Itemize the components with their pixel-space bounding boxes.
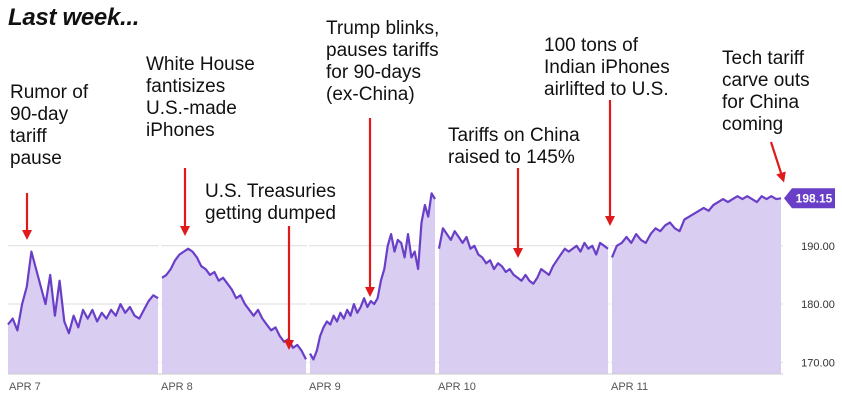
price-line-segment-1 — [7, 250, 159, 335]
annotation-whitehouse: White House fantisizes U.S.-made iPhones — [146, 54, 255, 141]
last-value-label: 198.15 — [796, 191, 833, 205]
annotation-trump: Trump blinks, pauses tariffs for 90-days… — [326, 18, 440, 105]
annotation-china145: Tariffs on China raised to 145% — [448, 125, 580, 168]
chart-title: Last week... — [8, 4, 140, 31]
area-segment-5 — [612, 196, 781, 374]
annotation-iphones: 100 tons of Indian iPhones airlifted to … — [544, 35, 670, 100]
y-tick-label: 190.00 — [801, 241, 835, 253]
chart-area — [8, 193, 781, 374]
arrow-head-5 — [513, 248, 523, 258]
area-segment-3 — [310, 193, 435, 374]
arrow-shaft-7 — [769, 141, 783, 174]
area-segment-4 — [439, 228, 608, 374]
y-tick-label: 180.00 — [801, 299, 835, 311]
area-segment-2 — [162, 248, 306, 374]
annotation-carveouts: Tech tariff carve outs for China coming — [722, 48, 810, 135]
x-tick-label: APR 7 — [9, 381, 41, 393]
price-line-segment-4 — [437, 227, 609, 285]
annotation-treasuries: U.S. Treasuries getting dumped — [205, 181, 336, 224]
chart-line — [7, 192, 782, 361]
arrow-head-7 — [776, 171, 786, 183]
price-line-segment-2 — [161, 247, 307, 360]
annotation-rumor: Rumor of 90-day tariff pause — [10, 82, 89, 169]
x-tick-label: APR 10 — [438, 381, 476, 393]
x-tick-label: APR 8 — [161, 381, 193, 393]
price-line-segment-3 — [309, 192, 436, 361]
y-tick-label: 170.00 — [801, 357, 835, 369]
arrow-head-2 — [180, 226, 190, 236]
last-value-badge-shape — [784, 188, 835, 209]
last-value-badge: 198.15 — [784, 188, 835, 209]
x-tick-label: APR 9 — [309, 381, 341, 393]
chart-axis: 170.00 180.00 190.00 APR 7 APR 8 APR 9 APR 10 A… — [8, 160, 835, 393]
x-tick-label: APR 11 — [611, 381, 648, 393]
annotation-arrows — [22, 100, 786, 350]
arrow-head-4 — [365, 287, 375, 297]
arrow-head-6 — [605, 216, 615, 226]
arrow-head-3 — [284, 340, 294, 350]
arrow-head-1 — [22, 230, 32, 240]
price-line-segment-5 — [610, 195, 782, 258]
